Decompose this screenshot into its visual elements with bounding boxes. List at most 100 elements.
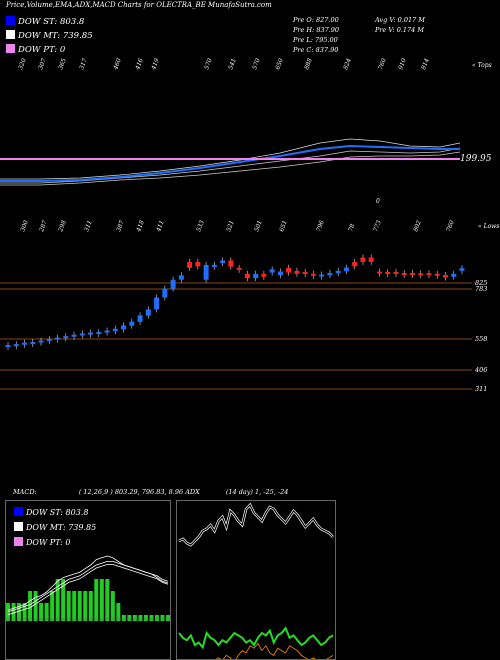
macd-histogram-bar — [88, 591, 93, 621]
candle-body — [236, 267, 242, 270]
top-tick-label: 650 — [274, 57, 285, 70]
candle-body — [261, 273, 267, 277]
candle-body — [63, 336, 69, 339]
top-tick-label: 760 — [377, 57, 388, 70]
candle-body — [253, 273, 259, 279]
macd-legend-st: DOW ST: 803.8 — [14, 507, 88, 517]
macd-histogram-bar — [61, 579, 66, 621]
macd-histogram-bar — [6, 603, 10, 621]
candle-body — [294, 270, 300, 274]
prev-low: Pre L: 795.00 — [293, 36, 338, 44]
macd-histogram-bar — [28, 591, 33, 621]
adx-line-inner — [178, 503, 334, 546]
candle-body — [277, 271, 283, 276]
dow-st-line — [0, 144, 460, 182]
macd-histogram-bar — [127, 615, 132, 621]
candle-body — [434, 273, 440, 276]
candle-body — [426, 273, 432, 276]
candle-body — [352, 261, 358, 267]
macd-histogram-bar — [66, 591, 71, 621]
low-tick-label: 78 — [347, 223, 356, 233]
low-tick-label: 501 — [253, 220, 263, 233]
candle-body — [71, 334, 77, 337]
top-tick-label: 320 — [17, 57, 28, 70]
macd-histogram-bar — [33, 591, 38, 621]
low-tick-label: 760 — [445, 219, 456, 232]
legend-dow-st-label: DOW ST: 803.8 — [18, 17, 85, 27]
candle-body — [145, 309, 151, 316]
macd-histogram-bar — [121, 615, 126, 621]
low-tick-label: 521 — [225, 220, 235, 233]
low-tick-label: 418 — [135, 219, 146, 233]
ema-line-slow — [0, 151, 461, 186]
candle-body — [5, 345, 11, 348]
minus-di-line — [215, 642, 334, 659]
ema-lines — [0, 138, 461, 186]
legend-swatch-white — [6, 30, 15, 39]
price-chart: 320 307 365 317 460 416 419 570 541 570 650 888 824 7… — [0, 57, 499, 393]
macd-histogram-bar — [105, 579, 110, 621]
macd-histogram-bar — [166, 615, 170, 621]
candle-body — [22, 342, 28, 345]
candle-body — [451, 273, 457, 277]
tops-label: « Tops — [472, 62, 492, 69]
candle-body — [302, 272, 308, 275]
candle-body — [195, 261, 201, 267]
candle-body — [46, 339, 52, 342]
macd-legend-pt: DOW PT: 0 — [14, 537, 71, 547]
candle-body — [121, 325, 127, 330]
macd-legend-mt: DOW MT: 739.85 — [14, 522, 96, 532]
low-tick-label: 411 — [155, 220, 166, 234]
macd-histogram-bar — [138, 615, 143, 621]
candle-body — [418, 273, 424, 276]
candle-body — [376, 271, 382, 274]
candle-body — [38, 340, 44, 343]
macd-histogram-bar — [110, 591, 115, 621]
level-label: 783 — [475, 285, 487, 293]
top-tick-label: 416 — [134, 57, 145, 71]
lows-label: « Lows — [478, 223, 499, 230]
low-tick-label: 300 — [19, 219, 30, 232]
page-title: Price,Volume,EMA,ADX,MACD Charts for OLE… — [6, 1, 272, 9]
top-tick-label: 317 — [78, 57, 89, 70]
macd-chart — [6, 555, 170, 621]
candle-body — [228, 260, 234, 267]
candle-body — [30, 342, 36, 345]
macd-histogram-bar — [132, 615, 137, 621]
level-label: 825 — [475, 279, 487, 287]
candle-body — [154, 297, 160, 310]
legend-dow-st: DOW ST: 803.8 — [6, 16, 84, 27]
candle-body — [170, 279, 176, 289]
top-tick-label: 419 — [150, 57, 161, 71]
macd-histogram-bar — [143, 615, 148, 621]
candle-body — [129, 321, 135, 326]
low-tick-label: 651 — [278, 220, 288, 233]
top-tick-label: 570 — [203, 57, 214, 70]
avg-volume: Avg V: 0.017 M — [375, 16, 425, 24]
candle-body — [187, 261, 193, 268]
macd-histogram-bar — [149, 615, 154, 621]
candle-body — [459, 268, 465, 271]
legend-dow-mt: DOW MT: 739.85 — [6, 30, 93, 41]
macd-histogram-bar — [99, 579, 104, 621]
prev-high: Pre H: 837.90 — [293, 26, 340, 34]
candle-body — [393, 272, 399, 275]
macd-histogram-bar — [39, 603, 44, 621]
candle-body — [335, 270, 341, 274]
macd-histogram-bar — [160, 615, 165, 621]
adx-values: (14 day) 1, -25, -24 — [225, 488, 289, 496]
adx-panel — [176, 500, 336, 660]
low-tick-label: 533 — [195, 219, 206, 232]
top-tick-label: 541 — [227, 58, 237, 71]
candle-body — [178, 275, 184, 280]
ema-line-mid — [0, 147, 461, 184]
candle-body — [401, 272, 407, 275]
macd-histogram-bar — [83, 591, 88, 621]
candles — [5, 254, 465, 351]
candle-body — [220, 260, 226, 264]
adx-label: ADX — [185, 488, 200, 496]
macd-histogram-bar — [22, 603, 27, 621]
legend-swatch-blue — [6, 16, 15, 25]
macd-histogram-bar — [11, 603, 16, 621]
